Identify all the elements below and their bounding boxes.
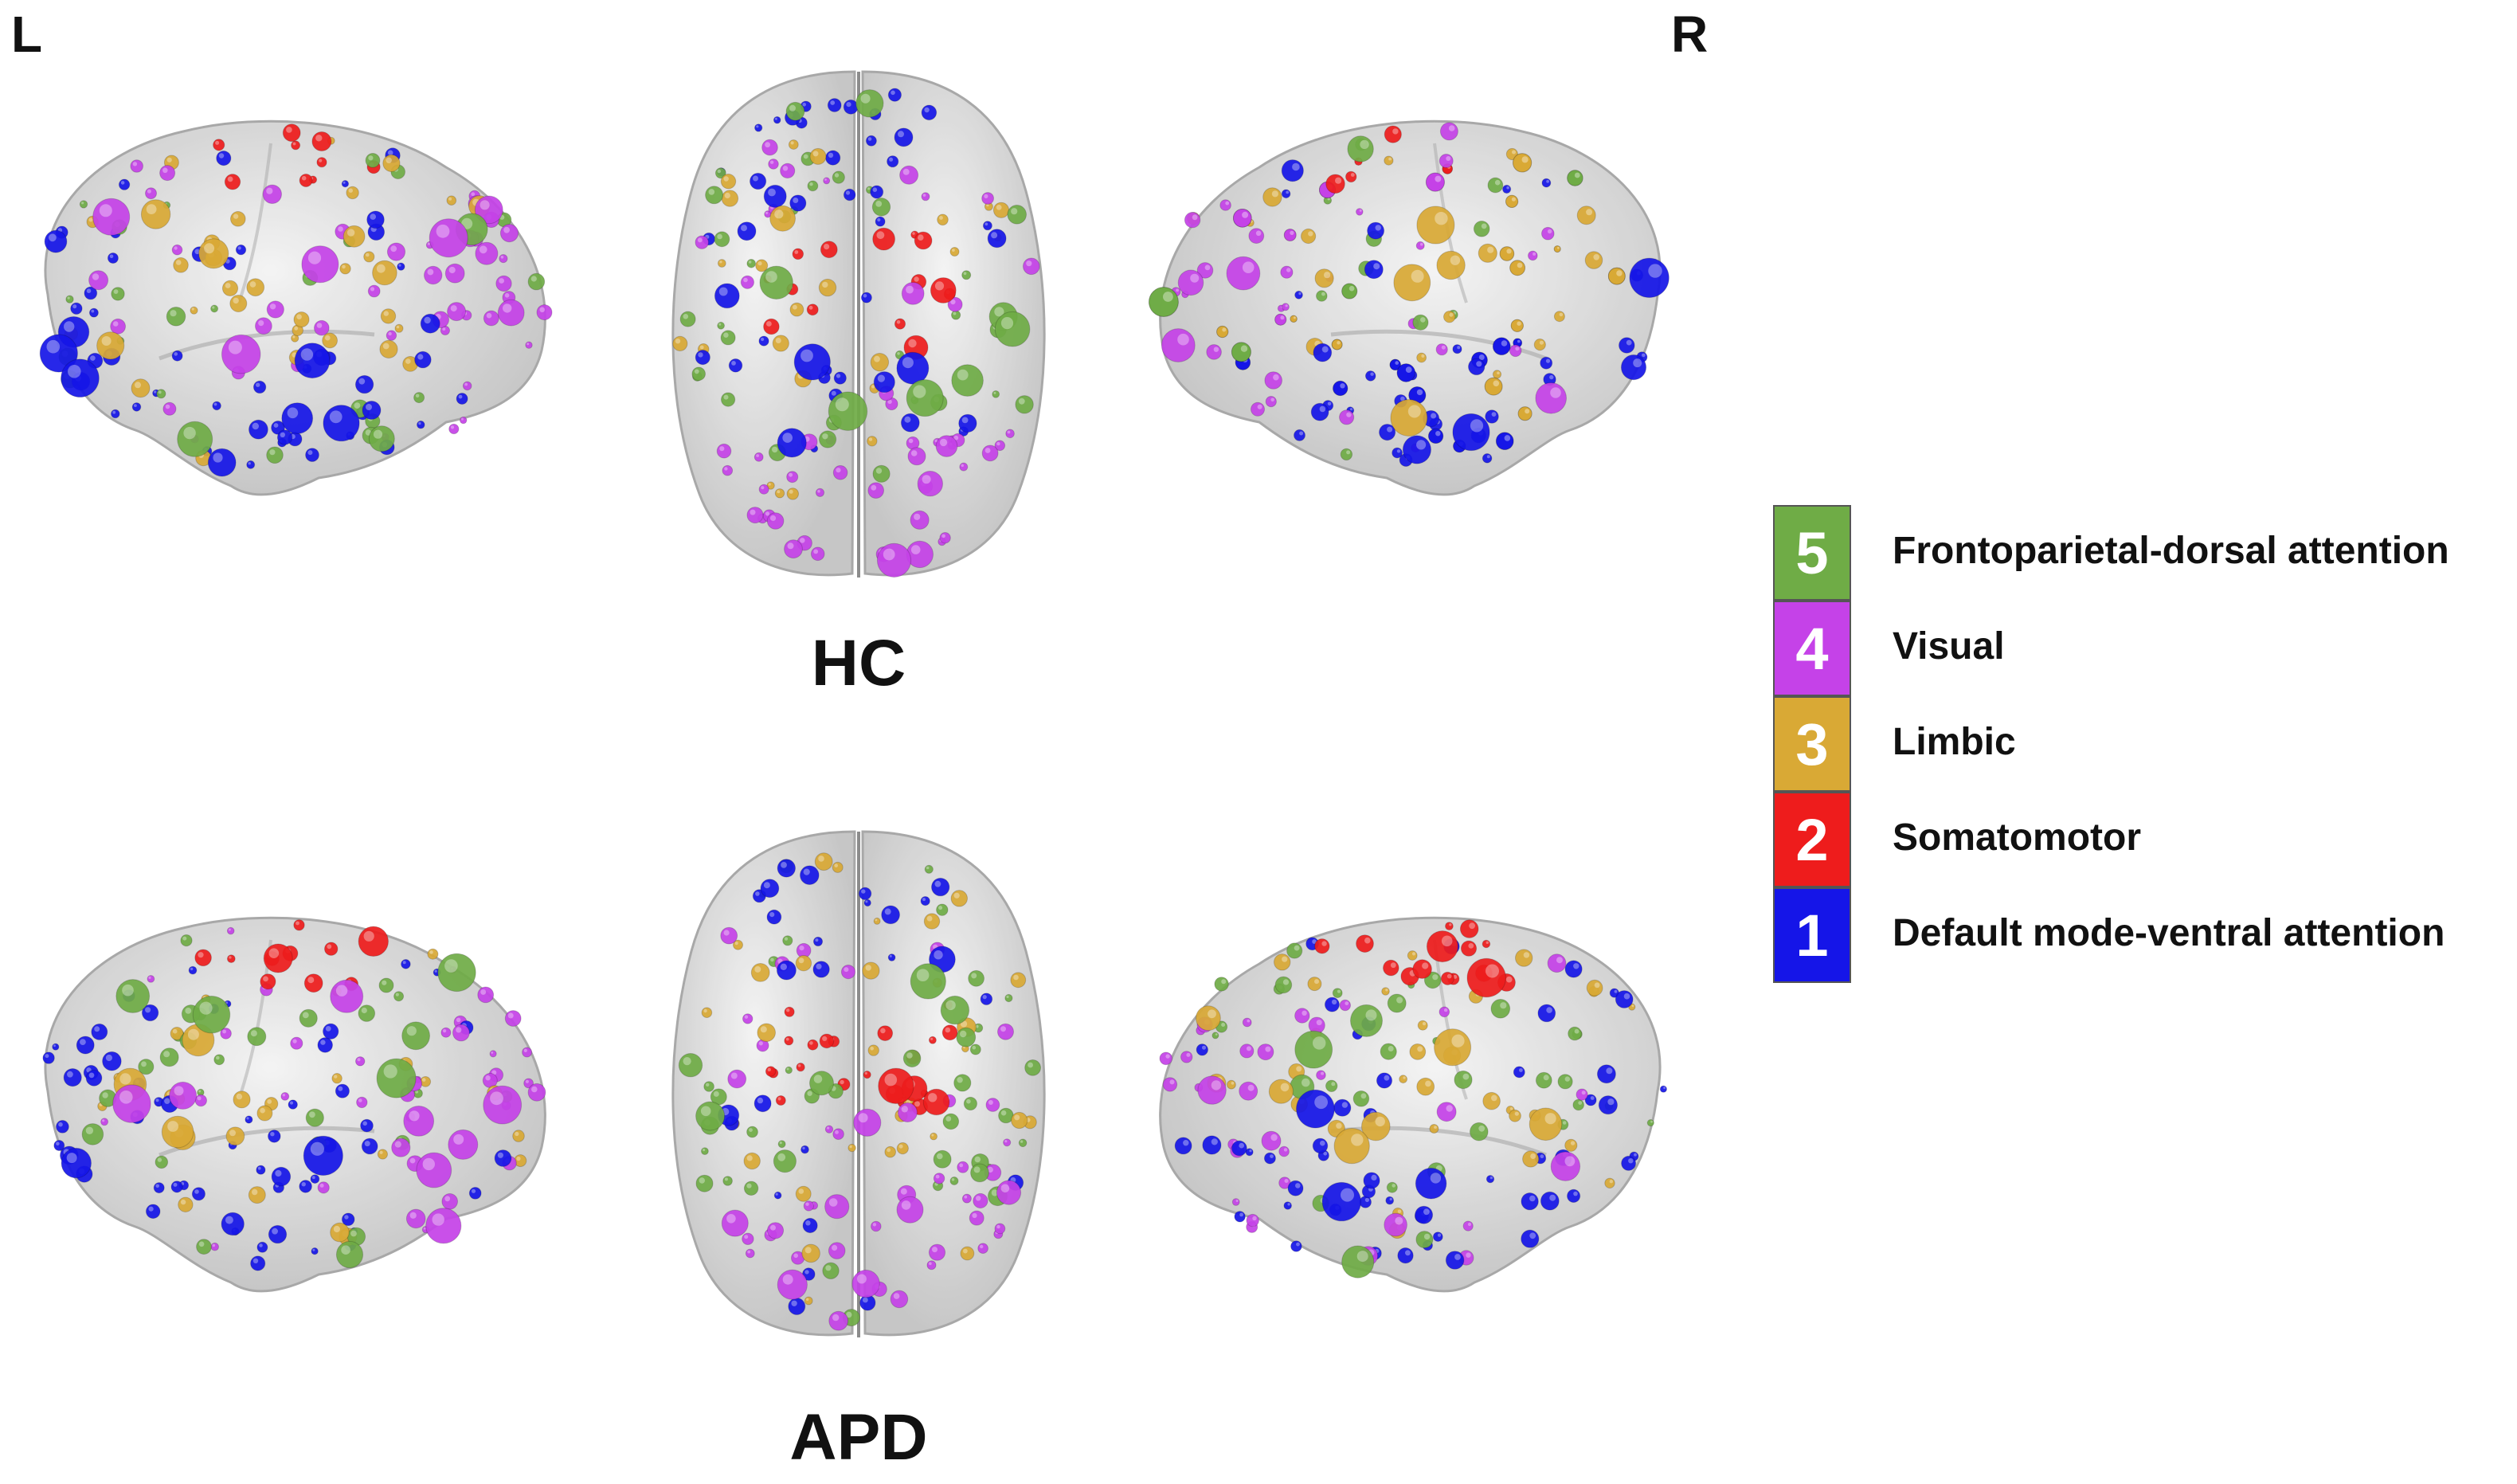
legend-swatch: 3 xyxy=(1773,696,1851,792)
apd-axial-brain xyxy=(671,830,1046,1337)
apd-right-lateral-brain xyxy=(1159,916,1667,1293)
apd-left-lateral-brain xyxy=(42,916,546,1293)
left-hemisphere-marker: L xyxy=(11,6,43,63)
legend-label: Frontoparietal-dorsal attention xyxy=(1893,530,2449,572)
legend-swatch: 5 xyxy=(1773,505,1851,601)
right-hemisphere-marker: R xyxy=(1671,6,1709,63)
legend-item-somatomotor: 2 Somatomotor xyxy=(1773,792,2506,887)
legend-label: Somatomotor xyxy=(1893,816,2141,859)
hc-left-lateral-brain xyxy=(39,119,553,496)
legend-label: Visual xyxy=(1893,625,2005,668)
legend-label: Default mode-ventral attention xyxy=(1893,912,2445,954)
legend-item-limbic: 3 Limbic xyxy=(1773,696,2506,792)
legend-label: Limbic xyxy=(1893,721,2016,763)
legend-swatch: 2 xyxy=(1773,792,1851,887)
apd-group-label: APD xyxy=(789,1401,928,1474)
legend-swatch: 4 xyxy=(1773,601,1851,696)
hc-group-label: HC xyxy=(811,627,906,699)
hc-axial-brain xyxy=(671,70,1046,578)
legend-item-frontoparietal: 5 Frontoparietal-dorsal attention xyxy=(1773,505,2506,601)
legend-item-default-mode: 1 Default mode-ventral attention xyxy=(1773,887,2506,983)
legend-item-visual: 4 Visual xyxy=(1773,601,2506,696)
legend-swatch: 1 xyxy=(1773,887,1851,983)
hc-right-lateral-brain xyxy=(1149,119,1670,496)
